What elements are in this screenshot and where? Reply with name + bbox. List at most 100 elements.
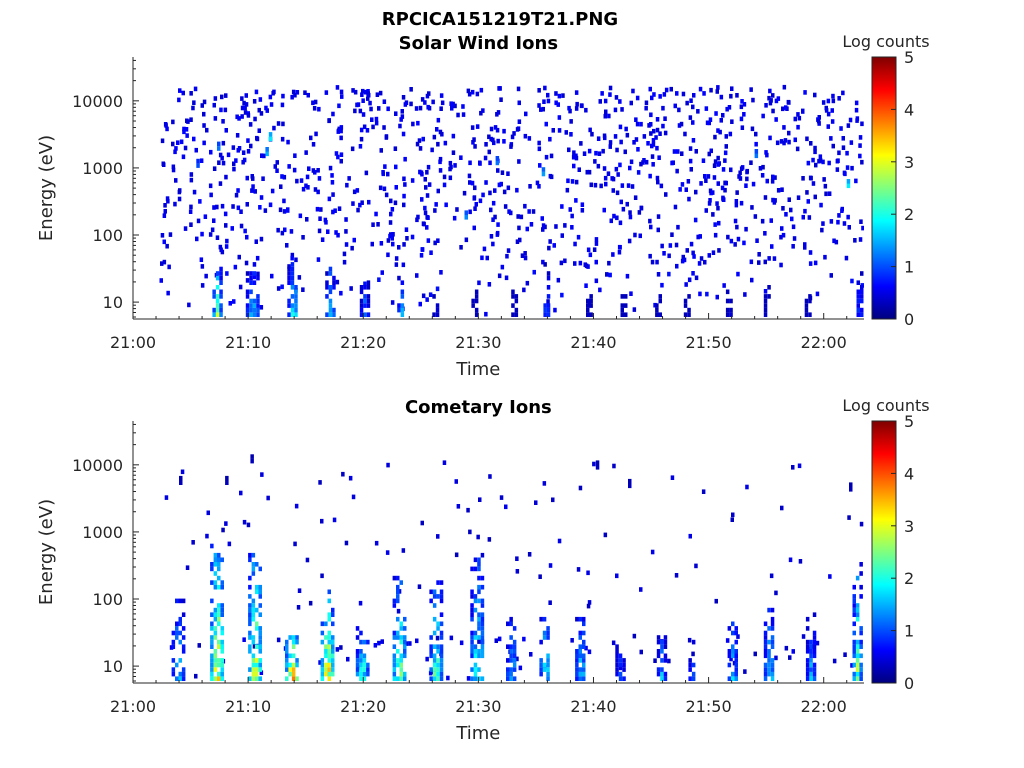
data-cell bbox=[855, 676, 860, 681]
data-cell bbox=[818, 158, 823, 163]
data-cell bbox=[210, 566, 214, 572]
data-cell bbox=[239, 490, 243, 496]
data-cell bbox=[352, 237, 356, 243]
data-cell bbox=[289, 229, 294, 234]
data-cell bbox=[615, 667, 619, 672]
data-cell bbox=[339, 135, 343, 141]
data-cell bbox=[255, 667, 259, 672]
data-cell bbox=[855, 603, 860, 608]
data-cell bbox=[287, 303, 291, 308]
data-cell bbox=[245, 202, 249, 207]
data-cell bbox=[388, 233, 392, 239]
data-cell bbox=[613, 134, 618, 139]
data-cell bbox=[245, 289, 250, 295]
data-cell bbox=[644, 159, 649, 165]
data-cell bbox=[468, 160, 472, 166]
y-tick-label: 100 bbox=[92, 590, 123, 609]
data-cell bbox=[859, 676, 863, 681]
data-cell bbox=[219, 266, 223, 272]
data-cell bbox=[355, 635, 360, 640]
data-cell bbox=[426, 104, 430, 110]
data-cell bbox=[809, 644, 813, 649]
data-cell bbox=[377, 106, 381, 111]
data-cell bbox=[509, 658, 513, 663]
data-cell bbox=[656, 179, 660, 185]
data-cell bbox=[727, 626, 732, 631]
data-cell bbox=[429, 667, 433, 672]
data-cell bbox=[770, 662, 775, 668]
data-cell bbox=[557, 93, 562, 99]
data-cell bbox=[754, 141, 758, 147]
data-cell bbox=[399, 662, 403, 668]
data-cell bbox=[331, 644, 335, 649]
data-cell bbox=[772, 200, 777, 205]
data-cell bbox=[565, 187, 570, 193]
data-cell bbox=[251, 639, 256, 645]
data-cell bbox=[503, 204, 508, 209]
data-cell bbox=[256, 298, 260, 304]
data-cell bbox=[815, 291, 820, 297]
data-cell bbox=[754, 131, 758, 137]
data-cell bbox=[435, 307, 440, 313]
data-cell bbox=[362, 662, 367, 668]
data-cell bbox=[637, 210, 642, 215]
data-cell bbox=[432, 662, 437, 668]
data-cell bbox=[615, 671, 619, 677]
data-cell bbox=[628, 214, 633, 220]
data-cell bbox=[248, 621, 252, 627]
data-cell bbox=[356, 207, 360, 213]
data-cell bbox=[586, 247, 591, 253]
data-cell bbox=[166, 290, 170, 296]
data-cell bbox=[248, 584, 252, 590]
data-cell bbox=[219, 107, 223, 113]
data-cell bbox=[809, 658, 813, 663]
data-cell bbox=[217, 566, 221, 572]
data-cell bbox=[425, 225, 429, 230]
data-cell bbox=[767, 626, 771, 631]
data-cell bbox=[715, 89, 719, 94]
data-cell bbox=[763, 639, 768, 645]
data-cell bbox=[578, 676, 582, 681]
data-cell bbox=[479, 110, 483, 116]
data-cell bbox=[213, 607, 218, 613]
data-cell bbox=[260, 472, 264, 477]
data-cell bbox=[849, 140, 854, 145]
data-cell bbox=[389, 211, 393, 217]
data-cell bbox=[823, 254, 827, 260]
data-cell bbox=[415, 141, 420, 147]
data-cell bbox=[210, 621, 214, 627]
data-cell bbox=[809, 175, 813, 181]
data-cell bbox=[729, 312, 733, 317]
data-cell bbox=[219, 271, 223, 276]
data-cell bbox=[168, 232, 173, 237]
data-cell bbox=[324, 667, 328, 672]
data-cell bbox=[392, 575, 397, 581]
data-cell bbox=[776, 188, 781, 193]
data-cell bbox=[734, 658, 738, 663]
data-cell bbox=[396, 584, 400, 590]
data-cell bbox=[453, 103, 457, 109]
data-cell bbox=[290, 285, 295, 290]
data-cell bbox=[217, 671, 221, 677]
data-cell bbox=[563, 258, 567, 264]
data-cell bbox=[163, 203, 167, 208]
data-cell bbox=[576, 234, 581, 240]
data-cell bbox=[294, 307, 298, 313]
data-cell bbox=[534, 500, 538, 505]
data-cell bbox=[731, 671, 735, 677]
data-cell bbox=[340, 94, 344, 99]
data-cell bbox=[215, 294, 220, 299]
data-cell bbox=[432, 671, 437, 677]
data-cell bbox=[439, 671, 444, 677]
data-cell bbox=[614, 166, 619, 172]
data-cell bbox=[251, 603, 256, 608]
data-cell bbox=[615, 658, 619, 663]
data-cell bbox=[813, 149, 817, 155]
data-cell bbox=[721, 195, 725, 201]
data-cell bbox=[474, 294, 479, 299]
data-cell bbox=[171, 639, 176, 645]
data-cell bbox=[432, 653, 437, 659]
data-cell bbox=[444, 202, 448, 208]
panel-title: Solar Wind Ions bbox=[399, 33, 558, 54]
